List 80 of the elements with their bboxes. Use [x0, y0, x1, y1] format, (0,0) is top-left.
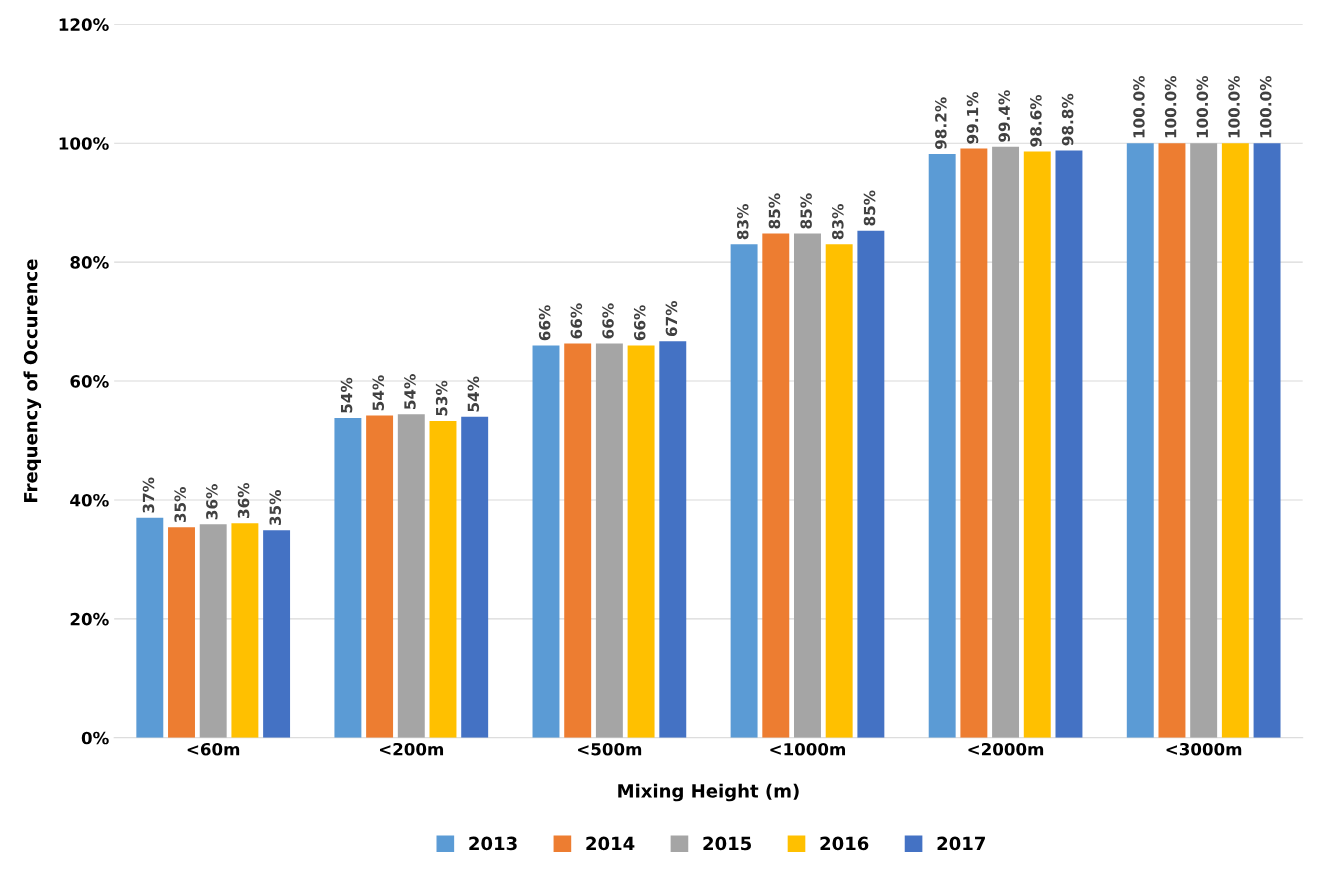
- x-axis-title: Mixing Height (m): [618, 783, 799, 802]
- bar: [595, 343, 623, 738]
- bar: [564, 343, 592, 738]
- bar: [199, 524, 227, 738]
- x-tick-label: <3000m: [1166, 742, 1242, 756]
- legend-label: 2013: [469, 836, 517, 851]
- data-label: 85%: [863, 190, 876, 226]
- bar: [659, 341, 687, 738]
- bar: [461, 416, 489, 738]
- bar: [992, 146, 1020, 738]
- data-label: 83%: [736, 204, 749, 240]
- bar: [794, 233, 821, 738]
- bar: [1126, 143, 1154, 738]
- x-tick-label: <60m: [187, 742, 240, 756]
- data-label: 85%: [768, 193, 781, 229]
- data-label: 36%: [237, 482, 250, 518]
- y-tick-label: 80%: [70, 256, 109, 269]
- y-tick-label: 120%: [59, 18, 109, 31]
- bar: [231, 523, 259, 738]
- y-axis-title: Frequency of Occurence: [23, 259, 42, 502]
- x-tick-label: <200m: [380, 742, 444, 756]
- data-label: 98.6%: [1030, 94, 1042, 147]
- x-tick-label: <2000m: [968, 742, 1044, 756]
- data-label: 54%: [467, 376, 480, 412]
- y-tick-label: 60%: [70, 375, 109, 388]
- data-label: 37%: [142, 477, 155, 513]
- bar: [334, 417, 362, 738]
- bar: [397, 414, 425, 738]
- y-tick-label: 40%: [70, 493, 109, 507]
- bar: [366, 415, 394, 738]
- bar: [627, 345, 655, 738]
- data-label: 66%: [602, 303, 614, 339]
- bar: [1253, 143, 1281, 738]
- bar: [136, 517, 164, 738]
- data-label: 66%: [633, 305, 646, 341]
- legend-label: 2017: [937, 836, 985, 851]
- data-label: 98.8%: [1061, 93, 1074, 146]
- bar: [263, 530, 291, 738]
- bar: [762, 233, 790, 738]
- y-tick-label: 0%: [81, 731, 109, 745]
- data-label: 100.0%: [1259, 75, 1272, 138]
- data-label: 54%: [340, 377, 353, 413]
- bar: [1158, 143, 1186, 738]
- data-label: 99.4%: [998, 90, 1010, 142]
- legend-label: 2015: [703, 836, 751, 851]
- data-label: 35%: [174, 487, 186, 523]
- data-label: 54%: [404, 374, 416, 410]
- data-label: 83%: [832, 204, 844, 240]
- x-tick-label: <1000m: [770, 742, 846, 756]
- data-label: 100.0%: [1228, 75, 1240, 138]
- data-label: 36%: [206, 484, 218, 520]
- bar: [1190, 143, 1218, 738]
- data-label: 35%: [269, 490, 282, 526]
- bar: [429, 420, 457, 738]
- data-label: 85%: [800, 193, 812, 229]
- data-label: 66%: [538, 305, 551, 341]
- x-tick-label: <500m: [578, 742, 642, 756]
- legend-label: 2016: [820, 836, 869, 851]
- data-label: 98.2%: [935, 97, 947, 149]
- bar: [825, 244, 853, 738]
- data-label: 53%: [435, 380, 448, 416]
- data-label: 54%: [372, 375, 385, 411]
- legend-label: 2014: [586, 836, 635, 851]
- bar: [1023, 151, 1051, 738]
- data-label: 100.0%: [1133, 75, 1145, 138]
- data-label: 100.0%: [1196, 75, 1209, 138]
- bar: [168, 527, 195, 738]
- bar: [928, 153, 956, 738]
- bar: [1221, 143, 1249, 738]
- data-label: 100.0%: [1164, 75, 1177, 138]
- data-label: 66%: [570, 303, 583, 339]
- y-tick-label: 20%: [70, 612, 109, 626]
- data-label: 67%: [665, 300, 678, 337]
- bar: [532, 345, 560, 738]
- data-label: 99.1%: [966, 91, 979, 144]
- bar: [1055, 150, 1083, 738]
- bar: [730, 244, 758, 738]
- bar: [960, 148, 988, 738]
- bar: [857, 230, 885, 738]
- y-tick-label: 100%: [59, 137, 109, 150]
